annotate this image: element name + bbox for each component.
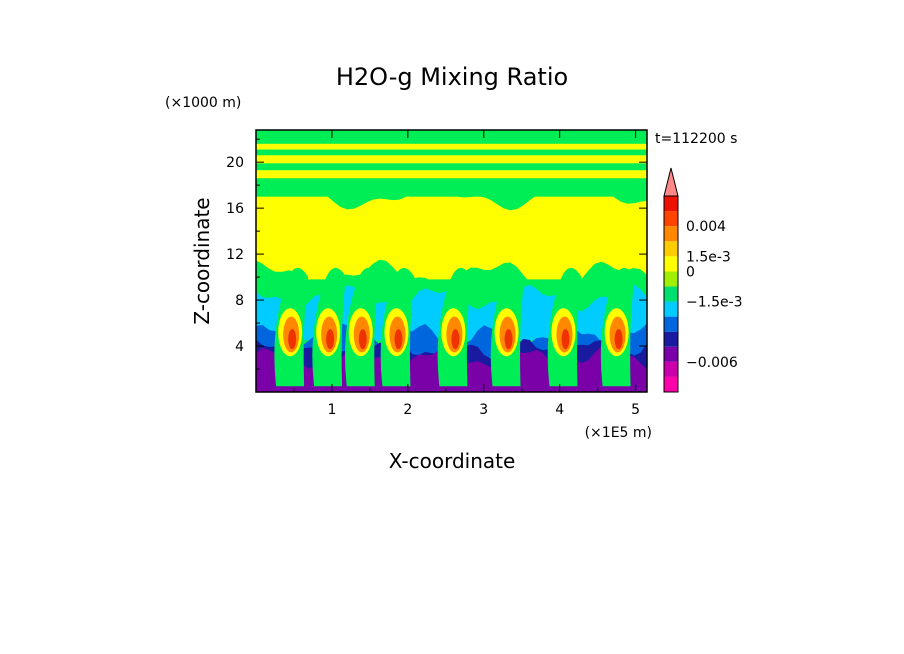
upper-green-gap	[256, 182, 647, 197]
x-axis-ticks: 1 2 3 4 5	[293, 130, 640, 418]
plume-red	[614, 329, 623, 350]
plume-red	[288, 329, 297, 350]
colorbar-segment	[664, 376, 678, 392]
plume-red	[451, 329, 460, 350]
colorbar-segment	[664, 331, 678, 347]
time-label: t=112200 s	[655, 131, 737, 147]
convective-core	[547, 267, 582, 387]
colorbar-segment	[664, 211, 678, 227]
colorbar-frame	[663, 195, 679, 393]
x-tick-label: 5	[631, 402, 640, 418]
plume-red	[394, 329, 403, 350]
colorbar-segment	[664, 286, 678, 302]
plume-red	[326, 329, 335, 350]
colorbar-segment	[664, 196, 678, 212]
x-tick-label: 3	[479, 402, 488, 418]
plume-red	[358, 329, 367, 350]
y-axis-label: Z-coordinate	[190, 197, 214, 324]
colorbar-label: 1.5e-3	[686, 249, 731, 265]
moist-layer-upper	[256, 183, 647, 280]
plume-red	[561, 329, 570, 350]
contour-field	[256, 130, 647, 392]
y-tick-label: 12	[226, 247, 244, 263]
y-tick-label: 20	[226, 155, 244, 171]
y-tick-label: 16	[226, 201, 244, 217]
colorbar-segment	[664, 361, 678, 377]
convective-core	[274, 267, 309, 387]
convective-core	[600, 267, 635, 387]
x-unit-label: (×1E5 m)	[585, 425, 652, 441]
convective-core	[437, 267, 472, 387]
colorbar-label: −1.5e-3	[686, 295, 743, 311]
colorbar-segment	[664, 226, 678, 242]
upper-stripe	[256, 143, 647, 150]
colorbar-label: 0.004	[686, 219, 726, 235]
chart-title: H2O-g Mixing Ratio	[336, 63, 568, 91]
y-tick-label: 4	[235, 339, 244, 355]
colorbar-segment	[664, 256, 678, 272]
x-axis-label: X-coordinate	[389, 449, 516, 473]
colorbar-segment	[664, 241, 678, 257]
x-tick-label: 4	[555, 402, 564, 418]
plume-red	[504, 329, 513, 350]
convective-core	[312, 267, 347, 387]
upper-stripe	[256, 170, 647, 179]
y-tick-label: 8	[235, 293, 244, 309]
colorbar: 0.004 1.5e-30 −1.5e-3 −0.006	[663, 167, 743, 393]
colorbar-arrow	[663, 167, 679, 197]
y-axis-ticks: 4 8 12 16 20	[226, 138, 647, 370]
colorbar-segment	[664, 271, 678, 287]
colorbar-label: −0.006	[686, 355, 738, 371]
convective-core	[380, 267, 415, 387]
convective-core	[344, 267, 379, 387]
convective-core	[490, 267, 525, 387]
colorbar-segment	[664, 301, 678, 317]
colorbar-label: 0	[686, 264, 695, 280]
colorbar-segment	[664, 316, 678, 332]
y-unit-label: (×1000 m)	[165, 95, 241, 111]
x-tick-label: 1	[327, 402, 336, 418]
colorbar-segment	[664, 346, 678, 362]
upper-stripe	[256, 155, 647, 164]
x-tick-label: 2	[403, 402, 412, 418]
plot-frame	[255, 129, 648, 393]
